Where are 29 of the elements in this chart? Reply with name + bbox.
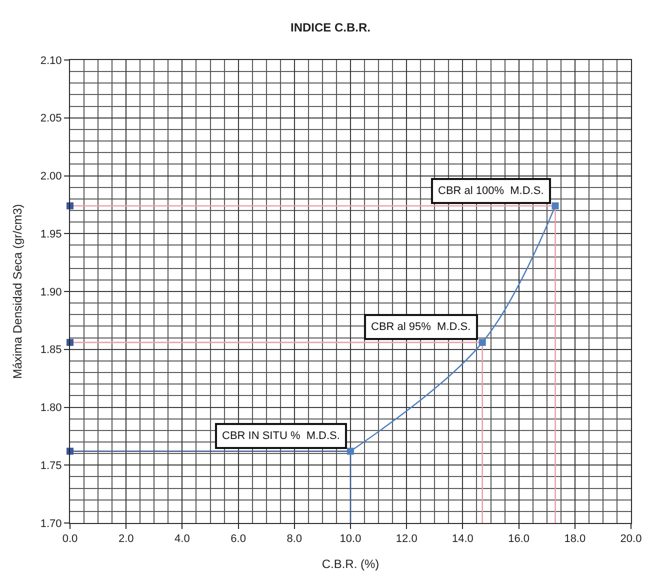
annotation: CBR al 95% M.D.S. bbox=[371, 321, 471, 333]
annotation: CBR IN SITU % M.D.S. bbox=[222, 430, 340, 442]
x-tick-label: 2.0 bbox=[118, 533, 134, 546]
y-tick-label: 1.85 bbox=[40, 344, 62, 356]
x-tick-label: 8.0 bbox=[286, 533, 302, 546]
x-tick-label: 14.0 bbox=[452, 533, 474, 546]
x-tick-label: 20.0 bbox=[620, 533, 642, 546]
x-tick-label: 18.0 bbox=[564, 533, 586, 546]
point bbox=[478, 338, 486, 346]
y-tick-label: 2.05 bbox=[40, 112, 62, 125]
y-tick-label: 2.00 bbox=[40, 170, 62, 183]
chart-title: INDICE C.B.R. bbox=[290, 20, 371, 35]
y-tick-label: 1.80 bbox=[40, 402, 62, 414]
x-tick-label: 10.0 bbox=[340, 533, 362, 546]
y-tick-label: 1.75 bbox=[40, 460, 62, 472]
point bbox=[552, 202, 559, 210]
x-tick-label: 4.0 bbox=[174, 533, 190, 546]
x-tick-label: 16.0 bbox=[508, 533, 530, 546]
y-axis-title: Máxima Densidad Seca (gr/cm3) bbox=[10, 204, 25, 379]
annotation: CBR al 100% M.D.S. bbox=[438, 185, 544, 197]
y-tick-label: 1.70 bbox=[40, 518, 62, 530]
point bbox=[347, 448, 354, 455]
x-tick-label: 0.0 bbox=[62, 533, 78, 546]
x-axis-title: C.B.R. (%) bbox=[322, 557, 380, 572]
x-tick-label: 12.0 bbox=[396, 533, 418, 546]
y-tick-label: 1.90 bbox=[40, 286, 62, 298]
y-tick-label: 2.10 bbox=[40, 54, 62, 67]
x-tick-label: 6.0 bbox=[230, 533, 246, 546]
y-tick-label: 1.95 bbox=[40, 228, 62, 240]
